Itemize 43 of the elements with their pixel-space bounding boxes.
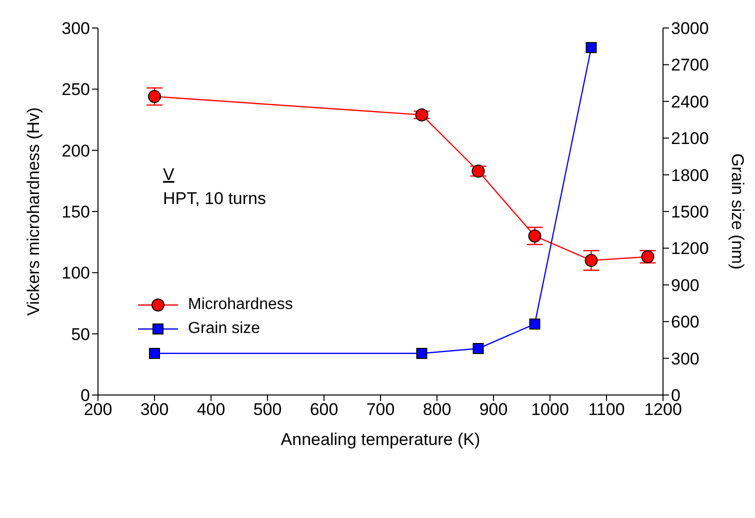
- annotation: V: [163, 165, 175, 184]
- x-tick-label: 900: [479, 400, 508, 420]
- x-tick-label: 400: [196, 400, 226, 420]
- y2-tick-label: 600: [671, 312, 700, 332]
- x-tick-label: 1000: [531, 400, 569, 420]
- point: [416, 348, 428, 359]
- x-tick-label: 1200: [644, 400, 682, 420]
- y-tick-label: 300: [62, 19, 90, 38]
- x-tick-label: 300: [140, 400, 169, 420]
- x-tick-label: 500: [253, 400, 282, 420]
- annotation: HPT, 10 turns: [163, 189, 266, 208]
- x-tick-label: 800: [422, 400, 452, 420]
- point: [586, 42, 597, 54]
- y-tick-label: 200: [62, 141, 90, 160]
- x-tick-label: 200: [84, 400, 112, 420]
- y2-tick-label: 1200: [671, 239, 709, 258]
- point: [472, 343, 484, 354]
- y2-tick-label: 900: [671, 276, 700, 295]
- legend-label: Microhardness: [188, 296, 293, 314]
- y-tick-label: 100: [62, 264, 90, 283]
- y2-tick-label: 3000: [671, 19, 709, 38]
- y2-tick-label: 2100: [671, 129, 709, 148]
- x-tick-label: 700: [366, 400, 395, 420]
- x-axis-title: Annealing temperature (K): [280, 430, 480, 449]
- y-tick-label: 250: [62, 80, 90, 100]
- y-axis-title: Vickers microhardness (Hv): [24, 107, 44, 316]
- y2-axis-title: Grain size (nm): [728, 153, 747, 270]
- y-tick-label: 50: [71, 324, 90, 344]
- x-tick-label: 600: [310, 400, 338, 420]
- y2-tick-label: 300: [671, 349, 700, 368]
- y2-tick-label: 1500: [671, 202, 709, 222]
- x-tick-label: 1100: [588, 400, 625, 420]
- point: [415, 108, 428, 122]
- point: [148, 90, 161, 104]
- point: [529, 318, 540, 330]
- point: [528, 229, 542, 242]
- point: [149, 348, 160, 359]
- y2-tick-label: 2400: [671, 92, 709, 112]
- legend-label: Grain size: [188, 320, 260, 338]
- y2-tick-label: 1800: [671, 166, 709, 185]
- y-tick-label: 150: [62, 202, 90, 222]
- y2-tick-label: 2700: [671, 56, 709, 75]
- point: [584, 254, 598, 267]
